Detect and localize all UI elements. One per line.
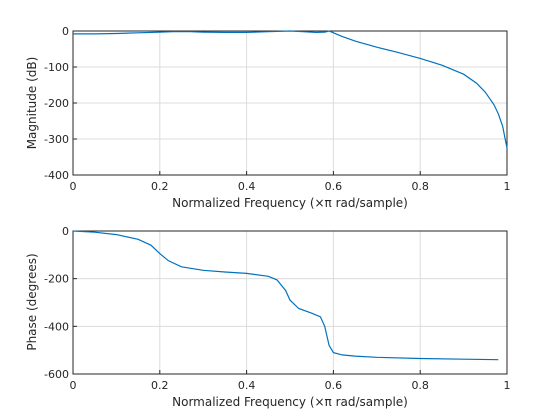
magnitude-xlabel: Normalized Frequency (×π rad/sample) (172, 196, 408, 210)
y-tick-label: -300 (44, 133, 69, 146)
phase-curve (72, 230, 499, 361)
magnitude-ticks: 0 0.2 0.4 0.6 0.8 1 0 -100 -200 -300 -400 (44, 25, 510, 193)
x-tick-label: 0.6 (325, 180, 343, 193)
x-tick-label: 0 (70, 180, 77, 193)
y-tick-label: -100 (44, 61, 69, 74)
y-tick-label: 0 (62, 225, 69, 238)
x-tick-label: 0.2 (151, 379, 169, 392)
x-tick-label: 1 (504, 180, 511, 193)
y-tick-label: -200 (44, 97, 69, 110)
y-tick-label: -600 (44, 368, 69, 381)
y-tick-label: -400 (44, 169, 69, 182)
phase-ylabel: Phase (degrees) (25, 253, 39, 350)
x-tick-label: 0.8 (411, 180, 429, 193)
phase-grid (72, 230, 508, 375)
y-tick-label: -200 (44, 273, 69, 286)
magnitude-curve (73, 30, 508, 149)
x-tick-label: 0.4 (238, 180, 256, 193)
x-tick-label: 0.2 (151, 180, 169, 193)
phase-xlabel: Normalized Frequency (×π rad/sample) (172, 395, 408, 409)
y-tick-label: 0 (62, 25, 69, 38)
x-tick-label: 0 (70, 379, 77, 392)
magnitude-ylabel: Magnitude (dB) (25, 57, 39, 150)
x-tick-label: 0.6 (325, 379, 343, 392)
magnitude-plot: 0 0.2 0.4 0.6 0.8 1 0 -100 -200 -300 -400 Normaliz… (25, 25, 511, 210)
y-tick-label: -400 (44, 320, 69, 333)
x-tick-label: 1 (504, 379, 511, 392)
magnitude-grid (72, 30, 508, 176)
x-tick-label: 0.8 (411, 379, 429, 392)
x-tick-label: 0.4 (238, 379, 256, 392)
phase-ticks: 0 0.2 0.4 0.6 0.8 1 0 -200 -400 -600 (44, 225, 510, 392)
phase-plot: 0 0.2 0.4 0.6 0.8 1 0 -200 -400 -600 Normalized F… (25, 225, 511, 409)
phase-axes-box (72, 230, 508, 375)
